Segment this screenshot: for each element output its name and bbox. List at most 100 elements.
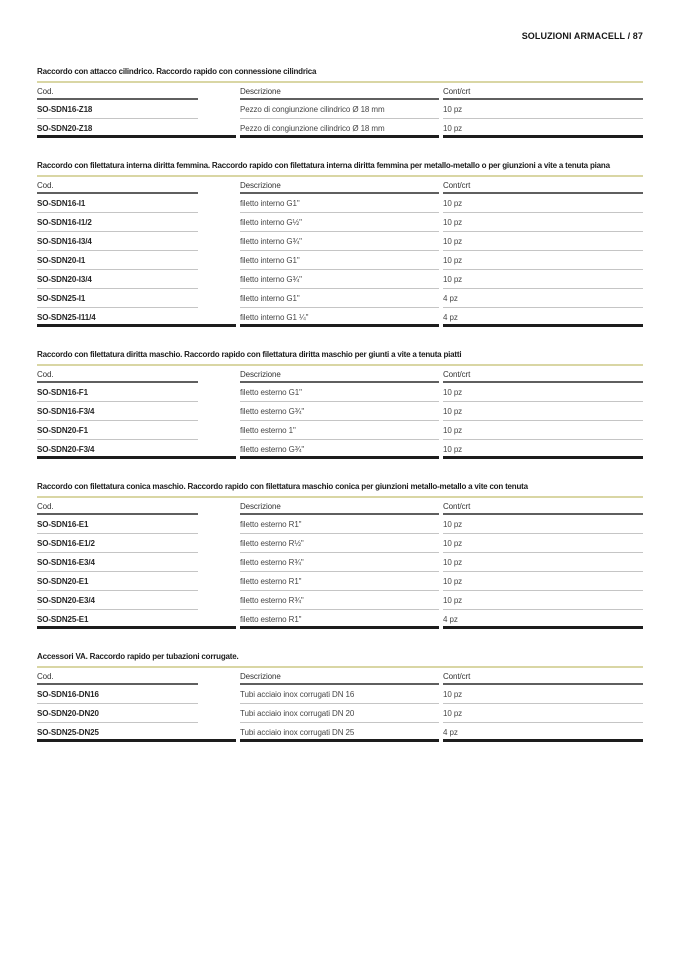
product-code: SO-SDN25-E1 [37, 610, 236, 629]
product-code: SO-SDN20-F1 [37, 421, 236, 440]
product-code: SO-SDN20-I3/4 [37, 270, 236, 289]
table-row: SO-SDN16-Z18 Pezzo di congiunzione cilin… [37, 100, 643, 119]
product-quantity: 10 pz [443, 383, 643, 402]
section-title: Raccordo con attacco cilindrico. Raccord… [37, 67, 317, 76]
product-quantity: 10 pz [443, 534, 643, 553]
accent-divider [37, 666, 643, 668]
accent-divider [37, 496, 643, 498]
product-code: SO-SDN16-E1/2 [37, 534, 236, 553]
column-header-cod: Cod. [37, 668, 236, 685]
product-description: filetto esterno R1" [240, 572, 439, 591]
product-table-section: Raccordo con filettatura conica maschio.… [37, 482, 643, 629]
column-header-cod: Cod. [37, 83, 236, 100]
product-description: filetto esterno R1" [240, 610, 439, 629]
product-quantity: 10 pz [443, 119, 643, 138]
product-table-section: Raccordo con attacco cilindrico. Raccord… [37, 67, 643, 138]
product-quantity: 10 pz [443, 704, 643, 723]
product-quantity: 10 pz [443, 685, 643, 704]
product-code: SO-SDN16-E1 [37, 515, 236, 534]
table-header-row: Cod. Descrizione Cont/crt [37, 366, 643, 383]
product-description: filetto interno G1" [240, 251, 439, 270]
product-quantity: 10 pz [443, 213, 643, 232]
table-row: SO-SDN20-E1 filetto esterno R1" 10 pz [37, 572, 643, 591]
column-header-cont-crt: Cont/crt [443, 83, 643, 100]
page-header-title: SOLUZIONI ARMACELL / 87 [521, 31, 643, 41]
product-description: Tubi acciaio inox corrugati DN 16 [240, 685, 439, 704]
product-quantity: 10 pz [443, 194, 643, 213]
product-table-section: Raccordo con filettatura interna diritta… [37, 161, 643, 327]
product-description: filetto interno G½" [240, 213, 439, 232]
product-table: Cod. Descrizione Cont/crt SO-SDN16-I1 fi… [37, 177, 643, 327]
product-code: SO-SDN20-F3/4 [37, 440, 236, 459]
product-description: filetto esterno 1" [240, 421, 439, 440]
product-code: SO-SDN25-DN25 [37, 723, 236, 742]
table-row: SO-SDN25-E1 filetto esterno R1" 4 pz [37, 610, 643, 629]
product-description: filetto esterno G¾" [240, 440, 439, 459]
product-quantity: 4 pz [443, 723, 643, 742]
section-title: Raccordo con filettatura interna diritta… [37, 161, 610, 170]
column-header-cont-crt: Cont/crt [443, 668, 643, 685]
table-row: SO-SDN16-F3/4 filetto esterno G¾" 10 pz [37, 402, 643, 421]
table-row: SO-SDN20-I1 filetto interno G1" 10 pz [37, 251, 643, 270]
product-code: SO-SDN20-DN20 [37, 704, 236, 723]
table-row: SO-SDN25-I1 filetto interno G1" 4 pz [37, 289, 643, 308]
product-code: SO-SDN16-E3/4 [37, 553, 236, 572]
product-quantity: 4 pz [443, 289, 643, 308]
table-row: SO-SDN16-DN16 Tubi acciaio inox corrugat… [37, 685, 643, 704]
product-code: SO-SDN16-I1/2 [37, 213, 236, 232]
product-quantity: 10 pz [443, 251, 643, 270]
product-description: filetto esterno R¾" [240, 553, 439, 572]
product-quantity: 10 pz [443, 421, 643, 440]
table-row: SO-SDN16-I1 filetto interno G1" 10 pz [37, 194, 643, 213]
column-header-cont-crt: Cont/crt [443, 366, 643, 383]
product-code: SO-SDN16-I3/4 [37, 232, 236, 251]
product-description: Tubi acciaio inox corrugati DN 20 [240, 704, 439, 723]
section-title: Accessori VA. Raccordo rapido per tubazi… [37, 652, 239, 661]
column-header-descrizione: Descrizione [240, 498, 439, 515]
product-table-section: Raccordo con filettatura diritta maschio… [37, 350, 643, 459]
product-code: SO-SDN20-I1 [37, 251, 236, 270]
table-row: SO-SDN25-I11/4 filetto interno G1 ¼" 4 p… [37, 308, 643, 327]
product-description: filetto interno G¾" [240, 232, 439, 251]
product-quantity: 4 pz [443, 610, 643, 629]
product-quantity: 10 pz [443, 515, 643, 534]
product-code: SO-SDN20-Z18 [37, 119, 236, 138]
product-description: Tubi acciaio inox corrugati DN 25 [240, 723, 439, 742]
product-code: SO-SDN25-I11/4 [37, 308, 236, 327]
product-description: Pezzo di congiunzione cilindrico Ø 18 mm [240, 100, 439, 119]
table-row: SO-SDN16-I3/4 filetto interno G¾" 10 pz [37, 232, 643, 251]
table-row: SO-SDN16-I1/2 filetto interno G½" 10 pz [37, 213, 643, 232]
product-code: SO-SDN16-I1 [37, 194, 236, 213]
product-quantity: 10 pz [443, 591, 643, 610]
product-description: filetto esterno R½" [240, 534, 439, 553]
product-code: SO-SDN16-DN16 [37, 685, 236, 704]
column-header-cod: Cod. [37, 498, 236, 515]
product-description: filetto esterno G1" [240, 383, 439, 402]
product-code: SO-SDN16-Z18 [37, 100, 236, 119]
table-row: SO-SDN20-I3/4 filetto interno G¾" 10 pz [37, 270, 643, 289]
product-code: SO-SDN25-I1 [37, 289, 236, 308]
product-quantity: 10 pz [443, 440, 643, 459]
product-quantity: 10 pz [443, 270, 643, 289]
column-header-descrizione: Descrizione [240, 83, 439, 100]
column-header-descrizione: Descrizione [240, 366, 439, 383]
product-table-section: Accessori VA. Raccordo rapido per tubazi… [37, 652, 643, 742]
product-description: Pezzo di congiunzione cilindrico Ø 18 mm [240, 119, 439, 138]
accent-divider [37, 175, 643, 177]
column-header-descrizione: Descrizione [240, 177, 439, 194]
product-description: filetto interno G1 ¼" [240, 308, 439, 327]
table-row: SO-SDN16-E3/4 filetto esterno R¾" 10 pz [37, 553, 643, 572]
product-code: SO-SDN20-E3/4 [37, 591, 236, 610]
product-code: SO-SDN20-E1 [37, 572, 236, 591]
section-title: Raccordo con filettatura diritta maschio… [37, 350, 462, 359]
product-quantity: 10 pz [443, 572, 643, 591]
product-table: Cod. Descrizione Cont/crt SO-SDN16-E1 fi… [37, 498, 643, 629]
table-row: SO-SDN20-E3/4 filetto esterno R¾" 10 pz [37, 591, 643, 610]
section-title: Raccordo con filettatura conica maschio.… [37, 482, 528, 491]
column-header-descrizione: Descrizione [240, 668, 439, 685]
accent-divider [37, 364, 643, 366]
product-quantity: 4 pz [443, 308, 643, 327]
page-content: SOLUZIONI ARMACELL / 87 Raccordo con att… [37, 31, 643, 742]
product-description: filetto esterno R1" [240, 515, 439, 534]
